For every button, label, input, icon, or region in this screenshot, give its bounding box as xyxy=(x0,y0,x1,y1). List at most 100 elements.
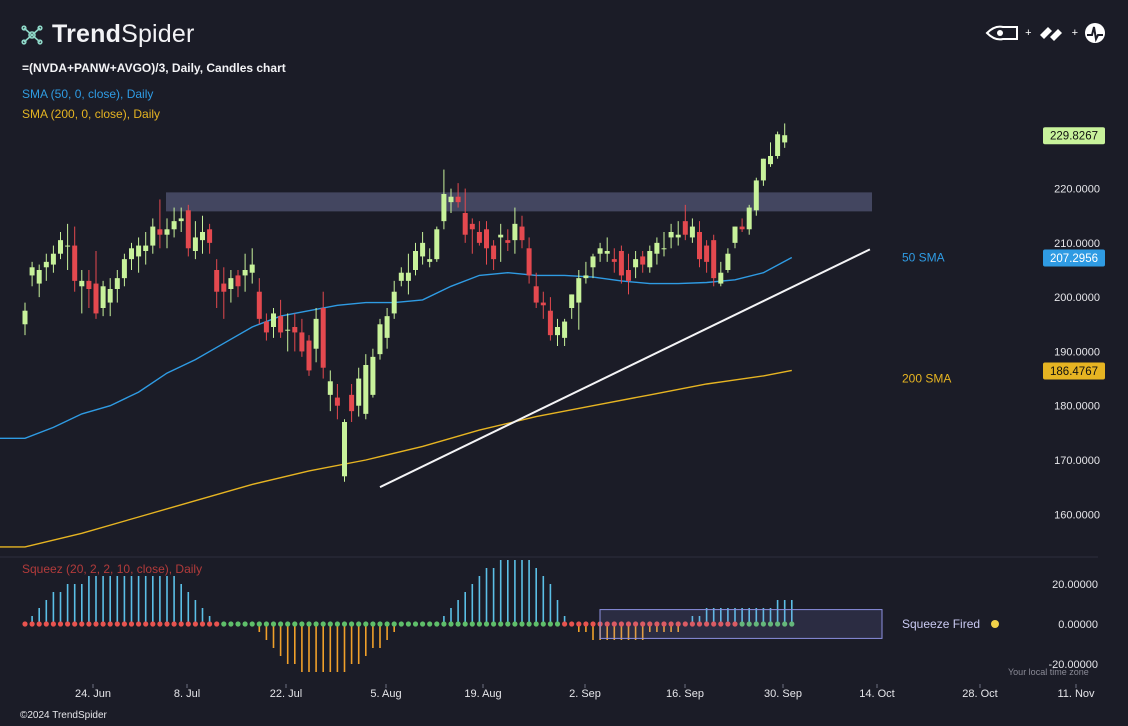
price-label-bg xyxy=(1043,127,1105,145)
candle-body xyxy=(505,240,511,243)
candle-body xyxy=(697,232,702,260)
candle xyxy=(50,245,56,273)
squeeze-dot xyxy=(696,621,703,627)
candle-body xyxy=(753,180,759,211)
squeeze-dot xyxy=(732,621,738,627)
candle xyxy=(384,308,390,349)
candle-body xyxy=(221,283,227,292)
squeeze-dot xyxy=(341,621,348,627)
candle-body xyxy=(512,223,518,241)
candle xyxy=(420,232,426,265)
squeeze-dot xyxy=(143,621,149,627)
squeeze-dot xyxy=(611,621,617,627)
candle xyxy=(476,221,482,246)
candle xyxy=(171,207,177,238)
squeeze-dot xyxy=(356,621,362,627)
squeeze-fired-box xyxy=(599,609,883,639)
squeeze-dot xyxy=(377,621,383,627)
candle-body xyxy=(271,313,276,327)
squeeze-dot xyxy=(79,621,85,627)
x-tick-label: 22. Jul xyxy=(270,688,302,700)
candle-body xyxy=(668,232,674,238)
sma50-legend[interactable]: SMA (50, 0, close), Daily xyxy=(22,87,154,101)
squeeze-dot xyxy=(36,621,42,627)
squeeze-dot xyxy=(164,621,170,627)
squeeze-dot xyxy=(739,621,745,627)
candle xyxy=(107,278,113,317)
y-tick-label: 180.0000 xyxy=(1054,401,1100,413)
candle-body xyxy=(675,234,681,238)
squeeze-dot xyxy=(405,621,411,627)
candle xyxy=(65,223,71,270)
candle-body xyxy=(689,226,695,238)
candle xyxy=(569,294,575,319)
candle xyxy=(746,204,752,235)
candle xyxy=(221,267,227,319)
candle-body xyxy=(207,229,213,243)
candle xyxy=(86,270,92,308)
candle-body xyxy=(320,308,326,368)
candle-body xyxy=(150,226,156,246)
candle xyxy=(540,291,546,319)
squeeze-dot xyxy=(540,621,546,627)
candle-body xyxy=(540,302,546,306)
candle-body xyxy=(420,242,426,257)
candle-body xyxy=(760,158,766,181)
logo-plus-2: + xyxy=(1071,27,1078,39)
sma200-legend[interactable]: SMA (200, 0, close), Daily xyxy=(22,107,161,121)
candle xyxy=(732,226,738,249)
candle-body xyxy=(327,381,333,395)
candle xyxy=(100,280,106,317)
squeeze-dot xyxy=(136,621,142,627)
candle-body xyxy=(384,316,390,338)
candle-body xyxy=(136,245,142,257)
resistance-zone xyxy=(166,192,872,212)
candle-body xyxy=(363,365,369,414)
price-label-bg xyxy=(1043,362,1105,380)
squeeze-dot xyxy=(86,621,92,627)
candle xyxy=(413,242,418,276)
squeeze-dot xyxy=(668,621,674,627)
candle xyxy=(320,291,326,379)
candle-body xyxy=(441,194,447,222)
candle-body xyxy=(86,280,92,289)
candle xyxy=(22,302,28,336)
candle-body xyxy=(547,310,553,336)
squeeze-dot xyxy=(562,621,568,627)
squeeze-dot xyxy=(441,621,447,627)
ticker-logos: + + xyxy=(985,22,1106,44)
squeeze-dot xyxy=(583,621,589,627)
candle xyxy=(114,270,120,303)
x-tick-label: 28. Oct xyxy=(962,688,997,700)
candle-body xyxy=(654,242,660,254)
squeeze-dot xyxy=(675,621,681,627)
candle xyxy=(668,223,674,249)
candle xyxy=(675,221,681,246)
squeeze-dot xyxy=(491,621,497,627)
candle xyxy=(178,207,184,232)
candle-body xyxy=(178,218,184,222)
candle-body xyxy=(79,280,85,287)
squeeze-dot xyxy=(476,621,482,627)
candle xyxy=(739,218,745,232)
candle-body xyxy=(484,229,489,249)
candle xyxy=(618,245,624,284)
squeeze-dot xyxy=(462,621,468,627)
candle xyxy=(555,318,560,346)
candle-body xyxy=(739,226,745,230)
squeeze-dot xyxy=(157,621,163,627)
candle-body xyxy=(143,245,149,251)
squeeze-dot xyxy=(370,621,376,627)
squeeze-dot xyxy=(29,621,35,627)
candle xyxy=(214,259,220,308)
y-tick-label: 190.0000 xyxy=(1054,346,1100,358)
squeeze-dot xyxy=(313,621,319,627)
candle xyxy=(562,318,568,346)
squeeze-legend[interactable]: Squeez (20, 2, 2, 10, close), Daily xyxy=(22,562,203,576)
candle-body xyxy=(555,327,560,336)
candle xyxy=(640,251,646,273)
candle xyxy=(512,207,518,254)
squeeze-dot xyxy=(782,621,788,627)
candle xyxy=(533,272,539,308)
